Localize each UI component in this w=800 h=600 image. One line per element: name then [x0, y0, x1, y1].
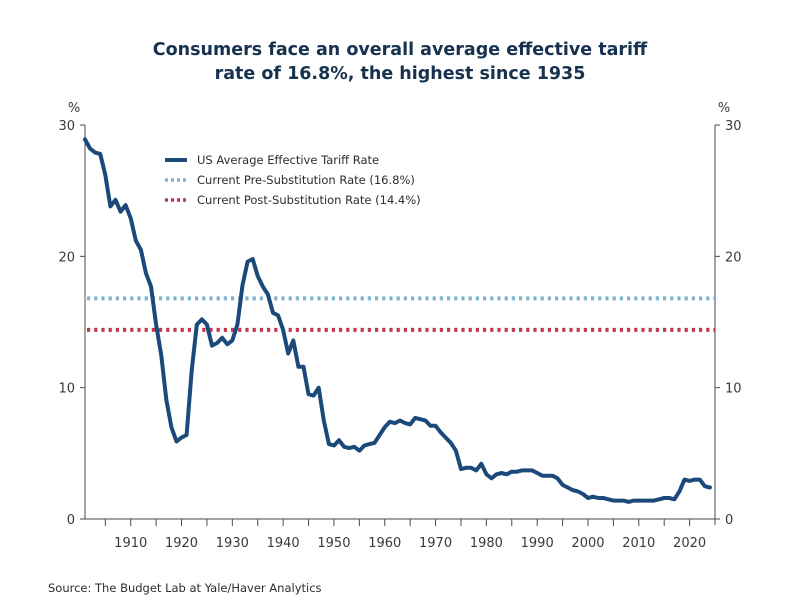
x-tick-label: 1980 — [470, 536, 503, 551]
tariff-rate-line — [83, 137, 712, 504]
x-tick-label: 1960 — [368, 536, 401, 551]
x-tick-label: 1940 — [267, 536, 300, 551]
y-tick-label-right: 10 — [725, 382, 742, 397]
chart-title-line-2: rate of 16.8%, the highest since 1935 — [214, 64, 586, 84]
y-tick-label-right: 20 — [725, 250, 742, 265]
reference-lines-group — [87, 296, 715, 332]
chart-title: Consumers face an overall average effect… — [0, 38, 800, 86]
y-unit-label-right: % — [718, 101, 730, 116]
y-tick-label-right: 30 — [725, 119, 742, 134]
legend-label: US Average Effective Tariff Rate — [197, 153, 379, 167]
y-tick-label-left: 30 — [58, 119, 75, 134]
y-unit-label-left: % — [68, 101, 80, 116]
x-tick-label: 1970 — [419, 536, 452, 551]
x-tick-label: 1910 — [114, 536, 147, 551]
x-tick-label: 1930 — [216, 536, 249, 551]
x-tick-label: 1990 — [521, 536, 554, 551]
x-tick-label: 2010 — [622, 536, 655, 551]
y-tick-label-left: 0 — [67, 513, 75, 528]
legend: US Average Effective Tariff Rate Current … — [165, 153, 421, 207]
legend-label: Current Pre-Substitution Rate (16.8%) — [197, 173, 415, 187]
y-tick-label-left: 10 — [58, 382, 75, 397]
legend-label: Current Post-Substitution Rate (14.4%) — [197, 193, 421, 207]
x-tick-label: 1920 — [165, 536, 198, 551]
source-note: Source: The Budget Lab at Yale/Haver Ana… — [48, 581, 322, 595]
x-tick-label: 1950 — [317, 536, 350, 551]
y-tick-label-left: 20 — [58, 250, 75, 265]
x-tick-label: 2020 — [673, 536, 706, 551]
x-tick-label: 2000 — [571, 536, 604, 551]
series-group — [83, 137, 712, 504]
chart-title-line-1: Consumers face an overall average effect… — [152, 40, 648, 60]
y-tick-label-right: 0 — [725, 513, 733, 528]
